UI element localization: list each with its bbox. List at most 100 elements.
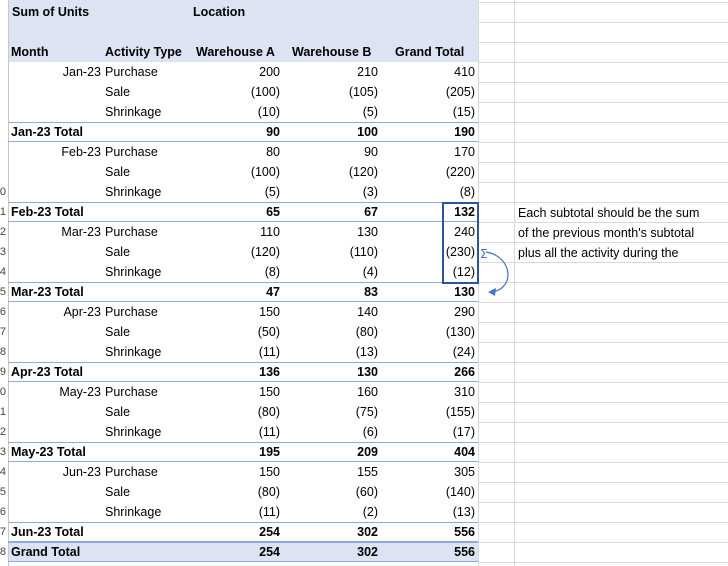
warehouse-a-cell[interactable]: 254 <box>259 545 280 559</box>
warehouse-a-cell[interactable]: 200 <box>259 65 280 79</box>
month-cell[interactable]: Feb-23 Total <box>11 205 84 219</box>
row-number[interactable]: 5 <box>0 486 6 498</box>
row-number[interactable]: 3 <box>0 446 6 458</box>
month-cell[interactable] <box>0 322 101 342</box>
warehouse-a-cell[interactable]: 90 <box>266 125 280 139</box>
warehouse-a-cell[interactable]: 47 <box>266 285 280 299</box>
activity-cell[interactable]: Sale <box>105 245 131 259</box>
grand-total-cell[interactable]: (205) <box>445 85 475 99</box>
warehouse-a-column-header[interactable]: Warehouse A <box>196 45 275 59</box>
warehouse-b-cell[interactable]: 210 <box>357 65 378 79</box>
warehouse-a-cell[interactable]: 136 <box>259 365 280 379</box>
month-cell[interactable]: May-23 <box>59 385 101 399</box>
activity-cell[interactable]: Purchase <box>105 225 158 239</box>
warehouse-b-cell[interactable]: (75) <box>355 405 378 419</box>
row-number[interactable]: 4 <box>0 266 6 278</box>
row-number[interactable]: 4 <box>0 466 6 478</box>
grand-total-cell[interactable]: 290 <box>454 305 475 319</box>
activity-cell[interactable] <box>105 362 195 382</box>
activity-cell[interactable]: Shrinkage <box>105 505 162 519</box>
grand-total-cell[interactable]: (155) <box>445 405 475 419</box>
activity-cell[interactable]: Purchase <box>105 65 158 79</box>
warehouse-b-cell[interactable]: 302 <box>357 545 378 559</box>
month-cell[interactable]: May-23 Total <box>11 445 86 459</box>
grand-total-cell[interactable]: 170 <box>454 145 475 159</box>
annotation-line-1[interactable]: Each subtotal should be the sum <box>518 206 700 220</box>
month-cell[interactable]: Jun-23 <box>62 465 101 479</box>
activity-cell[interactable]: Sale <box>105 85 131 99</box>
warehouse-a-cell[interactable]: 110 <box>260 225 280 239</box>
grand-total-cell[interactable]: 132 <box>454 205 475 219</box>
month-cell[interactable]: Jan-23 Total <box>11 125 84 139</box>
warehouse-b-cell[interactable]: (3) <box>362 185 378 199</box>
grand-total-cell[interactable]: 310 <box>454 385 475 399</box>
warehouse-a-cell[interactable]: (100) <box>250 85 280 99</box>
grand-total-cell[interactable]: 556 <box>454 545 475 559</box>
warehouse-b-cell[interactable]: (110) <box>349 245 378 259</box>
month-cell[interactable]: Jan-23 <box>62 65 101 79</box>
warehouse-b-cell[interactable]: 100 <box>357 125 378 139</box>
warehouse-b-cell[interactable]: 130 <box>357 365 378 379</box>
activity-cell[interactable]: Shrinkage <box>105 105 162 119</box>
grand-total-cell[interactable]: 240 <box>454 225 475 239</box>
warehouse-b-cell[interactable]: 67 <box>364 205 378 219</box>
warehouse-a-cell[interactable]: (8) <box>264 265 280 279</box>
activity-cell[interactable] <box>105 122 195 142</box>
grand-total-cell[interactable]: (12) <box>452 265 475 279</box>
warehouse-a-cell[interactable]: (80) <box>257 485 280 499</box>
month-cell[interactable]: Grand Total <box>11 545 81 559</box>
activity-cell[interactable]: Purchase <box>105 145 158 159</box>
month-cell[interactable]: Apr-23 Total <box>11 365 83 379</box>
activity-cell[interactable]: Purchase <box>105 465 158 479</box>
row-number[interactable]: 1 <box>0 206 6 218</box>
warehouse-a-cell[interactable]: 65 <box>266 205 280 219</box>
warehouse-a-cell[interactable]: 80 <box>266 145 280 159</box>
warehouse-a-cell[interactable]: 195 <box>259 445 280 459</box>
grand-total-column-header[interactable]: Grand Total <box>395 45 465 59</box>
activity-cell[interactable] <box>105 542 195 562</box>
row-number[interactable]: 7 <box>0 326 6 338</box>
warehouse-b-cell[interactable]: 140 <box>357 305 378 319</box>
warehouse-a-cell[interactable]: (5) <box>264 185 280 199</box>
month-cell[interactable]: Feb-23 <box>61 145 101 159</box>
row-number[interactable]: 8 <box>0 346 6 358</box>
activity-cell[interactable]: Sale <box>105 325 131 339</box>
row-number[interactable]: 7 <box>0 526 6 538</box>
grand-total-cell[interactable]: (130) <box>445 325 475 339</box>
grand-total-cell[interactable]: 410 <box>454 65 475 79</box>
grand-total-cell[interactable]: (13) <box>452 505 475 519</box>
month-cell[interactable] <box>0 342 101 362</box>
warehouse-b-cell[interactable]: (105) <box>348 85 378 99</box>
activity-cell[interactable]: Shrinkage <box>105 425 162 439</box>
grand-total-cell[interactable]: (140) <box>445 485 475 499</box>
month-cell[interactable] <box>0 262 101 282</box>
month-cell[interactable] <box>0 502 101 522</box>
warehouse-b-cell[interactable]: (13) <box>355 345 378 359</box>
warehouse-a-cell[interactable]: (11) <box>258 505 280 519</box>
row-number[interactable]: 3 <box>0 246 6 258</box>
location-field-label[interactable]: Location <box>193 5 246 19</box>
warehouse-a-cell[interactable]: (120) <box>250 245 280 259</box>
warehouse-b-cell[interactable]: (2) <box>362 505 378 519</box>
row-number[interactable] <box>0 42 6 62</box>
warehouse-b-cell[interactable]: (120) <box>348 165 378 179</box>
warehouse-a-cell[interactable]: (50) <box>257 325 280 339</box>
grand-total-cell[interactable]: (220) <box>445 165 475 179</box>
warehouse-a-cell[interactable]: 150 <box>259 465 280 479</box>
row-number[interactable]: 2 <box>0 426 6 438</box>
month-cell[interactable] <box>0 102 101 122</box>
row-number[interactable]: 0 <box>0 386 6 398</box>
activity-cell[interactable]: Sale <box>105 165 131 179</box>
activity-cell[interactable] <box>105 282 195 302</box>
warehouse-a-cell[interactable]: (80) <box>257 405 280 419</box>
warehouse-b-cell[interactable]: 90 <box>364 145 378 159</box>
annotation-line-2[interactable]: of the previous month's subtotal <box>518 226 695 240</box>
warehouse-a-cell[interactable]: (11) <box>258 425 280 439</box>
warehouse-a-cell[interactable]: (10) <box>257 105 280 119</box>
month-cell[interactable] <box>0 242 101 262</box>
activity-cell[interactable]: Shrinkage <box>105 345 162 359</box>
activity-cell[interactable]: Sale <box>105 485 131 499</box>
row-number[interactable] <box>0 122 6 142</box>
grand-total-cell[interactable]: 556 <box>454 525 475 539</box>
grand-total-cell[interactable]: (17) <box>452 425 475 439</box>
